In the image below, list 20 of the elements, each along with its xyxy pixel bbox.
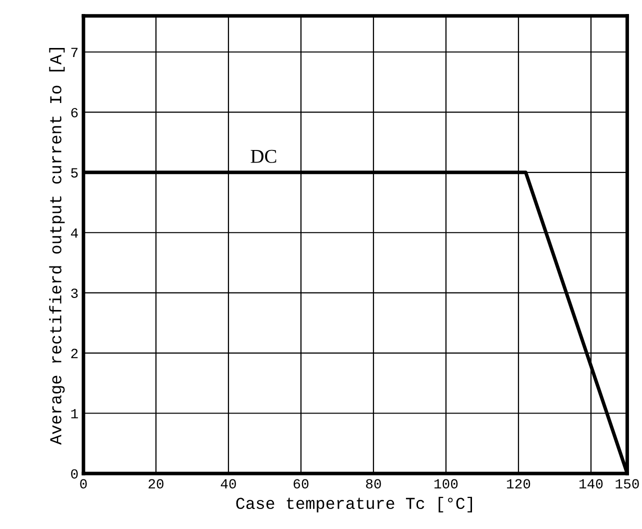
y-tick-label: 5 [71,168,78,178]
x-tick-label: 80 [366,479,381,489]
y-tick-label: 1 [71,409,78,418]
x-tick-label: 140 [579,479,603,489]
y-tick-label: 2 [71,348,78,358]
y-tick-label: 3 [71,288,78,298]
x-tick-label: 120 [506,479,530,489]
x-tick-label: 40 [220,479,236,489]
x-tick-label: 0 [80,479,87,489]
y-tick-label: 0 [71,469,78,479]
x-tick-label: 100 [434,479,458,489]
y-tick-label: 4 [70,228,78,238]
y-axis-title: Average rectifierd output current Io [A] [49,48,65,445]
x-tick-label: 150 [616,479,639,489]
y-tick-label: 7 [71,48,78,58]
x-tick-label: 20 [148,479,164,489]
annotation: DC [250,150,276,163]
x-axis-title: Case temperature Tc [°C] [236,496,472,512]
y-tick-label: 6 [71,108,78,118]
x-tick-label: 60 [294,479,308,489]
